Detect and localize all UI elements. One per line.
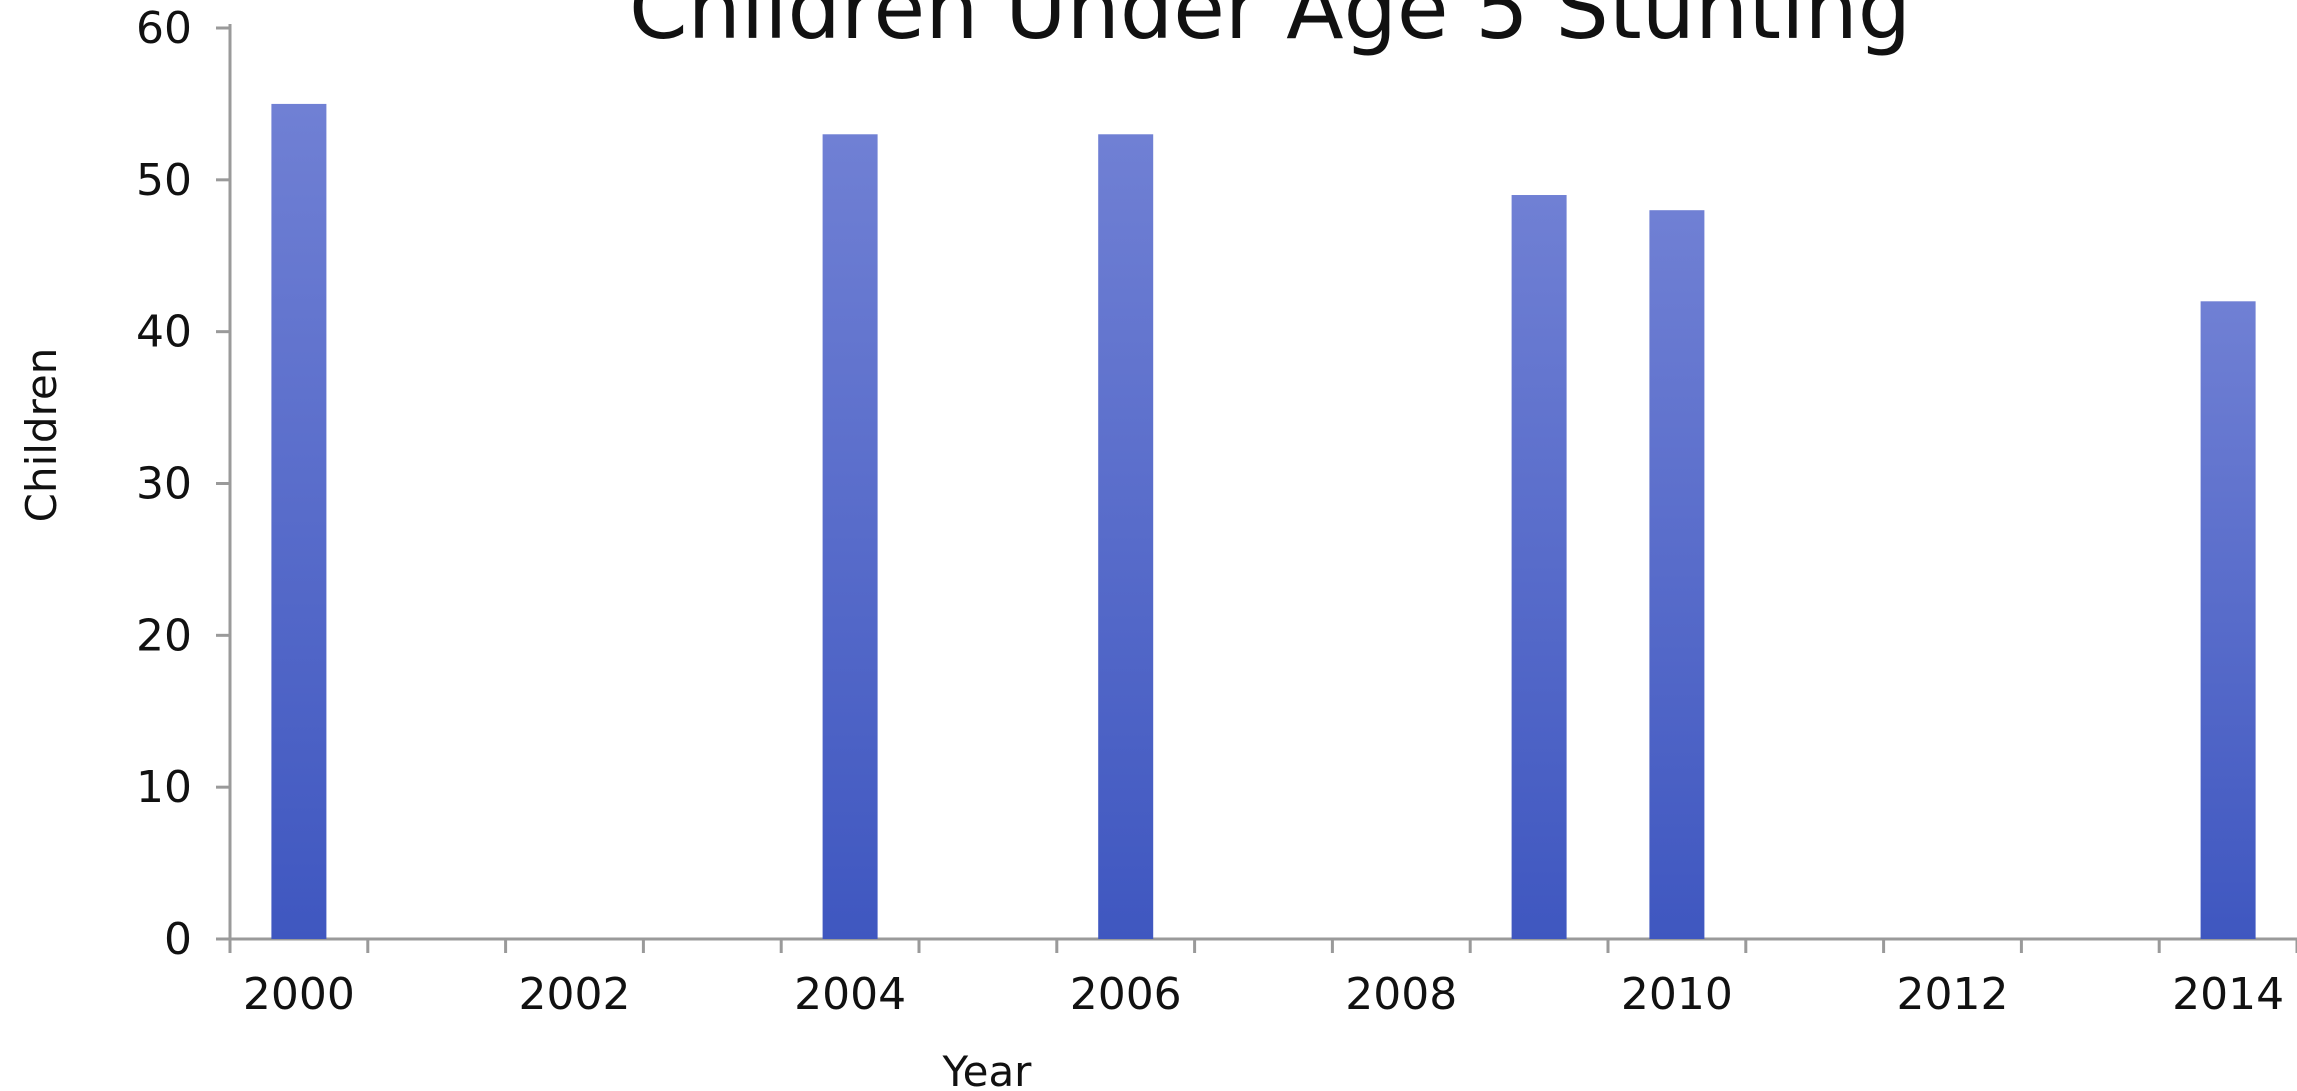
y-tick-label: 10 (136, 762, 192, 813)
chart-title: Children Under Age 5 Stunting (629, 0, 1911, 58)
x-tick-label: 2002 (519, 969, 631, 1020)
x-tick-label: 2006 (1070, 969, 1182, 1020)
bar-2000 (271, 103, 327, 939)
bar-2006 (1098, 134, 1154, 940)
y-tick-label: 60 (136, 3, 192, 54)
x-tick-label: 2012 (1897, 969, 2009, 1020)
bar-2004 (822, 134, 878, 940)
x-tick-label: 2008 (1345, 969, 1457, 1020)
x-tick-label: 2010 (1621, 969, 1733, 1020)
x-tick-label: 2004 (794, 969, 906, 1020)
bar-2010 (1649, 210, 1705, 939)
axes (228, 24, 2297, 941)
bars (271, 103, 2256, 940)
x-axis-ticks: 2000 2002 2004 2006 2008 2010 2012 2014 (228, 939, 2297, 1020)
bar-2009 (1511, 195, 1567, 939)
y-axis-ticks: 0 10 20 30 40 50 60 (136, 3, 230, 965)
y-tick-label: 0 (164, 914, 192, 965)
x-tick-label: 2014 (2172, 969, 2284, 1020)
y-tick-label: 30 (136, 459, 192, 510)
y-tick-label: 40 (136, 307, 192, 358)
y-tick-label: 20 (136, 610, 192, 661)
x-tick-label: 2000 (243, 969, 355, 1020)
x-axis-label: Year (942, 1047, 1033, 1091)
y-tick-label: 50 (136, 155, 192, 206)
bar-2014 (2200, 301, 2256, 939)
y-axis-label: Children (17, 348, 66, 523)
